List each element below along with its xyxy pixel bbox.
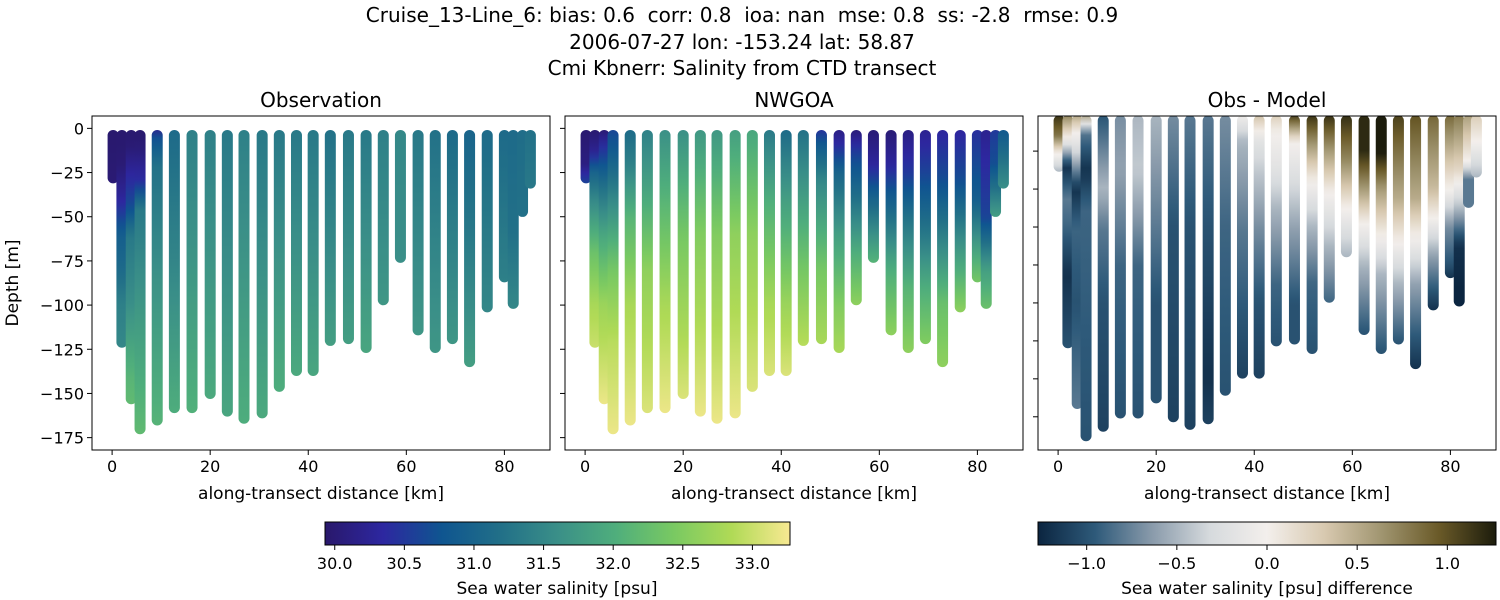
observation-panel: Observation along-transect distance [km]…: [3, 88, 551, 504]
cast-profiles: [580, 129, 1009, 435]
x-tick-label: 40: [298, 457, 318, 476]
y-tick-label: −50: [50, 208, 84, 227]
x-tick-label: 80: [1440, 457, 1460, 476]
axes-frame: [91, 115, 551, 451]
panel-title: Observation: [260, 88, 382, 112]
figure-title-line-3: Cmi Kbnerr: Salinity from CTD transect: [548, 56, 937, 80]
colorbar-tick-label: 30.5: [387, 554, 423, 573]
nwgoa-panel: NWGOA along-transect distance [km] 0 20 40…: [560, 88, 1024, 504]
y-tick-label: 0: [74, 119, 84, 138]
x-tick-label: 40: [771, 457, 791, 476]
x-tick-label: 60: [869, 457, 889, 476]
y-axis-label: Depth [m]: [3, 239, 23, 326]
figure-title-line-1: Cruise_13-Line_6: bias: 0.6 corr: 0.8 io…: [366, 3, 1118, 27]
x-tick-label: 40: [1244, 457, 1264, 476]
x-tick-label: 20: [200, 457, 220, 476]
x-tick-label: 0: [580, 457, 590, 476]
colorbar-tick-label: −0.5: [1157, 554, 1196, 573]
colorbar-label: Sea water salinity [psu] difference: [1121, 579, 1413, 599]
colorbar-tick-label: −1.0: [1067, 554, 1106, 573]
colorbar-tick-label: 0.0: [1254, 554, 1279, 573]
salinity-colorbar: Sea water salinity [psu] 30.0 30.5 31.0 31.…: [317, 521, 791, 599]
y-tick-label: −150: [40, 384, 84, 403]
colorbar-tick-label: 30.0: [317, 554, 353, 573]
axes-frame: [564, 115, 1024, 451]
figure-title-line-2: 2006-07-27 lon: -153.24 lat: 58.87: [569, 30, 915, 54]
x-axis-label: along-transect distance [km]: [1144, 484, 1390, 504]
y-tick-label: −75: [50, 252, 84, 271]
axes-frame: [1037, 115, 1497, 451]
x-tick-label: 60: [396, 457, 416, 476]
y-tick-label: −25: [50, 164, 84, 183]
x-axis-label: along-transect distance [km]: [671, 484, 917, 504]
y-tick-label: −100: [40, 296, 84, 315]
colorbar-gradient: [324, 521, 791, 546]
cast-profiles: [1053, 116, 1482, 442]
colorbar-label: Sea water salinity [psu]: [457, 579, 658, 599]
colorbar-tick-label: 32.0: [595, 554, 631, 573]
cast-profiles: [107, 129, 536, 435]
colorbar-gradient: [1037, 521, 1497, 546]
x-tick-label: 0: [1053, 457, 1063, 476]
obs-minus-model-panel: Obs - Model along-transect distance [km]…: [1033, 88, 1497, 504]
y-tick-label: −125: [40, 340, 84, 359]
difference-colorbar: Sea water salinity [psu] difference −1.0…: [1037, 521, 1497, 599]
colorbar-tick-label: 32.5: [665, 554, 701, 573]
y-tick-label: −175: [40, 429, 84, 448]
colorbar-tick-label: 1.0: [1435, 554, 1460, 573]
x-tick-label: 20: [1146, 457, 1166, 476]
x-tick-label: 80: [967, 457, 987, 476]
colorbar-tick-label: 31.5: [526, 554, 562, 573]
colorbar-tick-label: 31.0: [456, 554, 492, 573]
x-tick-label: 0: [107, 457, 117, 476]
x-tick-label: 20: [673, 457, 693, 476]
panel-title: NWGOA: [754, 88, 834, 112]
x-tick-label: 60: [1342, 457, 1362, 476]
x-tick-label: 80: [494, 457, 514, 476]
colorbar-tick-label: 33.0: [735, 554, 771, 573]
colorbar-tick-label: 0.5: [1344, 554, 1369, 573]
x-axis-label: along-transect distance [km]: [198, 484, 444, 504]
panel-title: Obs - Model: [1208, 88, 1327, 112]
